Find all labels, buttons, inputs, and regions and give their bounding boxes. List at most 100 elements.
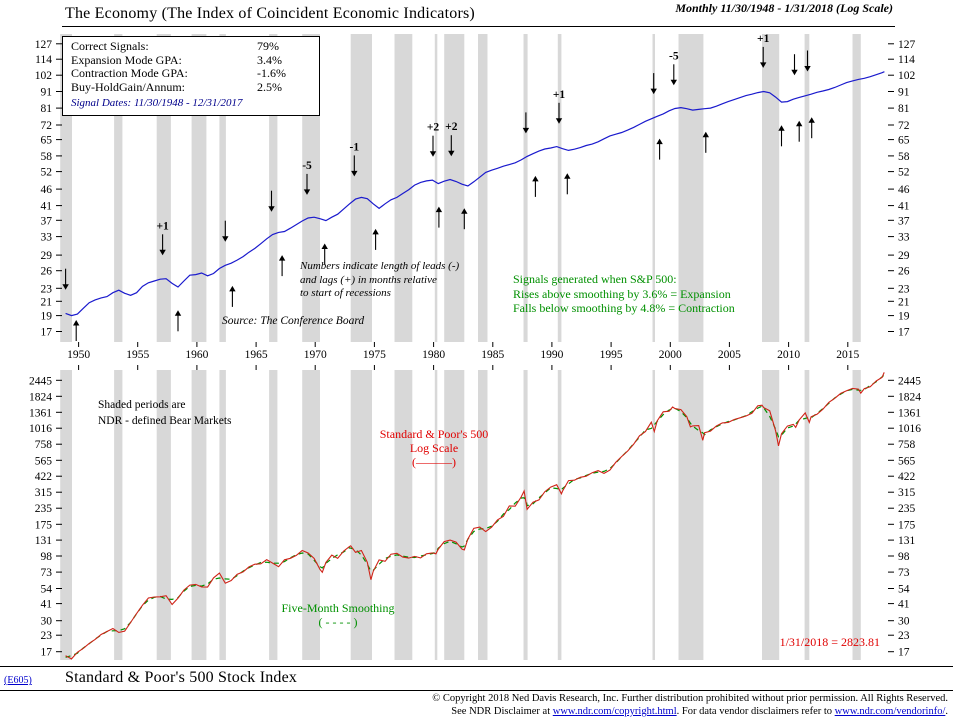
y-tick-label: 91	[41, 87, 53, 99]
bear-market-band	[804, 370, 810, 660]
bear-market-band	[350, 370, 372, 660]
bear-market-band	[804, 34, 810, 342]
y-tick-label: 422	[898, 471, 916, 483]
y-tick-label: 41	[898, 599, 910, 611]
y-tick-label: 23	[898, 283, 910, 295]
y-tick-label: 91	[898, 87, 910, 99]
x-tick-label: 1960	[185, 349, 208, 361]
y-tick-label: 758	[898, 439, 916, 451]
bear-market-band	[191, 370, 207, 660]
bear-market-band	[557, 370, 562, 660]
bear-market-band	[269, 34, 278, 342]
bear-market-band	[678, 34, 704, 342]
y-tick-label: 26	[41, 266, 53, 278]
bear-market-band	[60, 34, 72, 342]
y-tick-label: 422	[35, 471, 53, 483]
bear-market-bands	[60, 34, 861, 660]
y-tick-label: 37	[41, 215, 53, 227]
signal-lead-lag-label: +1	[156, 220, 169, 232]
y-tick-label: 315	[35, 487, 53, 499]
bear-market-band	[478, 370, 488, 660]
x-tick-label: 2015	[836, 349, 859, 361]
sell-signal-arrowhead	[268, 206, 275, 212]
bear-market-band	[852, 34, 861, 342]
y-tick-label: 2445	[29, 375, 52, 387]
stat-row-buyhold-gain: Buy-HoldGain/Annum: 2.5%	[71, 79, 309, 95]
stat-value: -1.6%	[257, 66, 286, 80]
y-tick-label: 758	[35, 439, 53, 451]
y-tick-label: 29	[41, 250, 53, 262]
y-tick-label: 52	[898, 167, 910, 179]
sell-signal-arrowhead	[555, 118, 563, 124]
y-tick-label: 565	[898, 455, 916, 467]
stat-label: Contraction Mode GPA:	[71, 66, 188, 80]
buy-signal-arrowhead	[808, 117, 815, 123]
page-title: The Economy (The Index of Coincident Eco…	[65, 5, 475, 22]
y-tick-label: 127	[35, 39, 53, 51]
y-tick-label: 65	[41, 135, 53, 147]
bear-market-band	[652, 34, 655, 342]
sell-signal-arrowhead	[760, 62, 767, 68]
bear-market-band	[523, 370, 528, 660]
chart-code-link[interactable]: (E605)	[4, 675, 32, 686]
y-tick-label: 114	[898, 54, 915, 66]
sell-signal-arrowhead	[650, 88, 657, 95]
signal-lead-lag-label: +1	[757, 33, 770, 45]
bear-market-band	[114, 370, 123, 660]
x-tick-label: 1965	[245, 349, 268, 361]
bear-market-band	[523, 34, 528, 342]
buy-signal-arrowhead	[321, 243, 328, 249]
footer-divider-top	[0, 666, 953, 667]
stat-label: Buy-HoldGain/Annum:	[71, 79, 185, 94]
smoothing-line	[65, 374, 885, 658]
buy-signal-arrowhead	[778, 125, 785, 131]
buy-signal-arrowhead	[73, 320, 80, 326]
y-axis-sp500: 2445 2445 1824 1824 1361 1361 1016 1016 758 758 56…	[29, 375, 921, 658]
bear-market-band	[557, 34, 562, 342]
signal-arrows: +1 -5 -1 +2 +2 +1 -5 +1	[62, 33, 815, 341]
signal-dates-note: Signal Dates: 11/30/1948 - 12/31/2017	[71, 97, 243, 109]
ndr-copyright-link[interactable]: www.ndr.com/copyright.html	[552, 706, 677, 717]
y-tick-label: 58	[898, 151, 910, 163]
y-tick-label: 72	[41, 120, 53, 132]
y-tick-label: 23	[41, 630, 53, 642]
bear-market-band	[762, 34, 780, 342]
x-tick-label: 1955	[126, 349, 149, 361]
stat-value: 2.5%	[257, 79, 282, 94]
signal-rule-note: Signals generated when S&P 500: Rises ab…	[513, 272, 735, 315]
bottom-panel-title: Standard & Poor's 500 Stock Index	[65, 669, 298, 686]
ndr-vendorinfo-link[interactable]: www.ndr.com/vendorinfo/	[834, 706, 946, 717]
sp500-line	[65, 372, 885, 660]
bear-market-band	[394, 34, 413, 342]
sp500-legend: Standard & Poor's 500 Log Scale (———)	[379, 427, 489, 469]
bear-market-band	[219, 34, 226, 342]
stat-row-correct-signals: Correct Signals: 79%	[71, 39, 309, 54]
disclaimer-line: See NDR Disclaimer at www.ndr.com/copyri…	[451, 706, 948, 717]
y-tick-label: 21	[898, 296, 910, 308]
y-tick-label: 98	[41, 551, 53, 563]
buy-signal-arrowhead	[229, 285, 236, 292]
footer-divider-bottom	[0, 690, 953, 691]
y-tick-label: 41	[41, 599, 53, 611]
bear-market-band	[434, 34, 438, 342]
y-tick-label: 33	[898, 232, 910, 244]
x-tick-label: 1950	[67, 349, 90, 361]
y-tick-label: 19	[41, 311, 53, 323]
last-value-label: 1/31/2018 = 2823.81	[779, 635, 880, 649]
y-tick-label: 1824	[898, 391, 921, 403]
y-tick-label: 29	[898, 250, 910, 262]
x-tick-label: 1985	[481, 349, 504, 361]
sell-signal-arrowhead	[351, 170, 358, 177]
stat-value: 3.4%	[257, 52, 282, 67]
y-tick-label: 98	[898, 551, 910, 563]
bear-market-band	[394, 370, 413, 660]
chart-canvas: 127 127 114 114 102 102 91 91 81 81 72 72 65 65 58 58 52…	[29, 33, 921, 660]
x-axis: 1950 1955 1960 1965 1970 1975 1980 1985 1990 1995…	[67, 342, 860, 370]
x-tick-label: 1975	[363, 349, 386, 361]
x-tick-label: 2000	[659, 349, 682, 361]
y-tick-label: 1361	[898, 407, 921, 419]
x-tick-label: 2005	[718, 349, 741, 361]
y-tick-label: 72	[898, 120, 910, 132]
y-tick-label: 175	[898, 519, 916, 531]
buy-signal-arrowhead	[278, 255, 286, 261]
